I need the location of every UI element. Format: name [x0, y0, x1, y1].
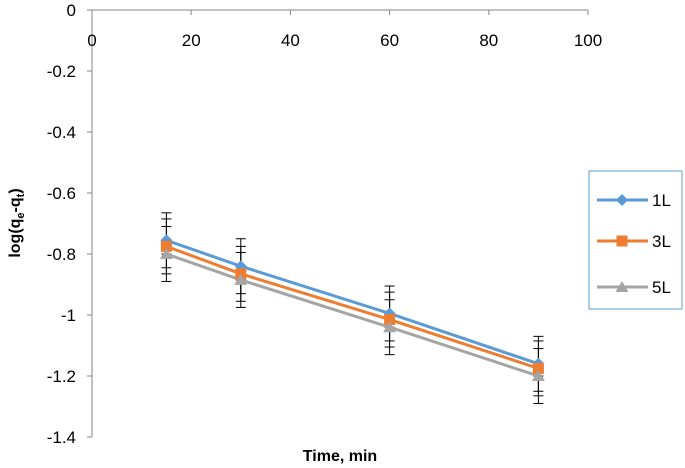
legend-marker-5L	[615, 281, 629, 292]
legend-marker-1L	[616, 194, 628, 206]
data-point-5L	[531, 370, 545, 381]
y-axis-title-sub-t: t	[15, 193, 27, 197]
y-tick-label: -0.4	[47, 123, 76, 142]
x-axis-ticks: 0 20 40 60 80 100	[87, 10, 602, 50]
series-lines	[165, 238, 539, 378]
x-tick-label: 100	[574, 31, 602, 50]
y-tick-label: 0	[67, 1, 76, 20]
legend-label-3L: 3L	[652, 232, 671, 251]
x-tick-label: 80	[479, 31, 498, 50]
series-markers	[159, 234, 545, 381]
data-point-3L	[160, 240, 172, 252]
data-point-3L	[532, 362, 544, 374]
data-point-3L	[384, 314, 396, 326]
data-point-5L	[159, 248, 173, 259]
legend-label-5L: 5L	[652, 278, 671, 297]
y-axis-title-sub-e: e	[15, 212, 27, 218]
series-line-3L	[165, 244, 539, 370]
y-tick-label: -1	[61, 306, 76, 325]
x-tick-label: 40	[281, 31, 300, 50]
series-line-1L	[165, 238, 539, 366]
x-tick-label: 60	[380, 31, 399, 50]
data-point-5L	[234, 273, 248, 285]
series-line-5L	[165, 252, 539, 378]
y-axis-title-main: log(q	[7, 219, 24, 258]
data-point-3L	[235, 268, 247, 280]
x-tick-label: 20	[182, 31, 201, 50]
legend-label-1L: 1L	[652, 191, 671, 210]
x-tick-label: 0	[87, 31, 96, 50]
y-axis-title: log(qe-qt)	[7, 188, 27, 257]
y-axis-title-mid: -q	[7, 197, 24, 212]
x-axis-title: Time, min	[303, 448, 377, 465]
y-axis-ticks: 0 -0.2 -0.4 -0.6 -0.8 -1 -1.2 -1.4	[47, 1, 92, 447]
data-point-5L	[383, 321, 397, 333]
y-tick-label: -0.6	[47, 184, 76, 203]
y-axis-title-end: )	[7, 188, 24, 193]
y-tick-label: -1.2	[47, 367, 76, 386]
legend: 1L 3L 5L	[588, 170, 683, 310]
legend-marker-3L	[616, 235, 628, 247]
y-tick-label: -0.2	[47, 62, 76, 81]
y-tick-label: -1.4	[47, 428, 76, 447]
y-tick-label: -0.8	[47, 245, 76, 264]
